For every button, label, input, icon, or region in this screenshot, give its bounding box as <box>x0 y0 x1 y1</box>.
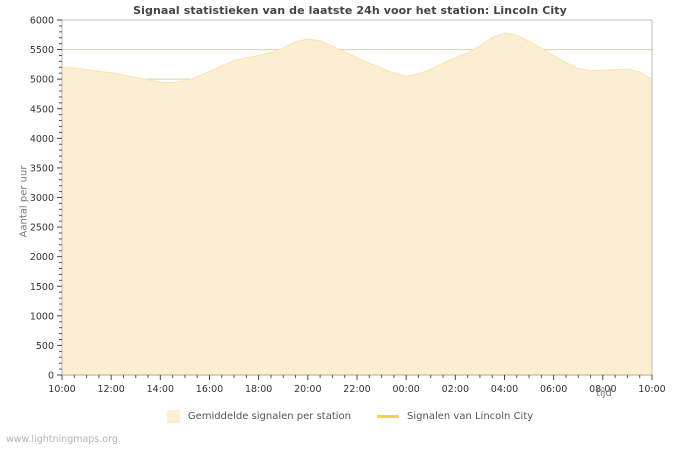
legend-label-average: Gemiddelde signalen per station <box>187 411 352 422</box>
y-axis-label: Aantal per uur <box>18 165 30 238</box>
area-series-layer <box>61 32 653 376</box>
legend-label-station: Signalen van Lincoln City <box>407 411 534 422</box>
y-tick-label: 5500 <box>30 45 54 56</box>
y-tick-label: 2000 <box>30 252 54 263</box>
x-axis-ticks: 10:00 12:00 14:00 16:00 18:00 20:00 22:00 00:00… <box>48 375 666 395</box>
x-tick-label: 12:00 <box>97 384 124 395</box>
y-tick-label: 6000 <box>30 16 54 27</box>
y-tick-label: 1000 <box>30 311 54 322</box>
x-tick-label: 10:00 <box>638 384 665 395</box>
x-tick-label: 16:00 <box>196 384 223 395</box>
y-tick-label: 2500 <box>30 223 54 234</box>
chart-title: Signaal statistieken van de laatste 24h … <box>133 4 567 17</box>
x-tick-label: 08:00 <box>589 384 616 395</box>
legend-line-swatch-icon <box>377 415 400 418</box>
x-tick-label: 20:00 <box>294 384 321 395</box>
legend-area-swatch-icon <box>166 410 180 423</box>
y-tick-label: 4500 <box>30 104 54 115</box>
y-tick-label: 3500 <box>30 163 54 174</box>
legend-item-station[interactable]: Signalen van Lincoln City <box>377 411 533 422</box>
x-axis-label: tijd <box>596 388 612 399</box>
y-tick-label: 5000 <box>30 75 54 86</box>
site-watermark: www.lightningmaps.org <box>6 434 118 445</box>
x-tick-label: 00:00 <box>392 384 419 395</box>
area-outline <box>61 32 653 84</box>
x-tick-label: 06:00 <box>540 384 567 395</box>
chart-legend: Gemiddelde signalen per station Signalen… <box>0 410 700 423</box>
y-tick-label: 500 <box>36 341 54 352</box>
x-tick-label: 02:00 <box>442 384 469 395</box>
y-tick-label: 4000 <box>30 134 54 145</box>
y-tick-label: 1500 <box>30 282 54 293</box>
y-tick-label: 0 <box>48 371 54 382</box>
area-fill <box>62 33 652 376</box>
y-tick-label: 3000 <box>30 193 54 204</box>
y-axis-ticks: 0 500 1000 1500 2000 2500 3000 3500 4000 4500 5000… <box>30 16 62 382</box>
x-tick-label: 10:00 <box>48 384 75 395</box>
legend-item-average[interactable]: Gemiddelde signalen per station <box>166 410 352 423</box>
x-tick-label: 22:00 <box>343 384 370 395</box>
x-tick-label: 18:00 <box>245 384 272 395</box>
x-tick-label: 14:00 <box>147 384 174 395</box>
x-tick-label: 04:00 <box>491 384 518 395</box>
